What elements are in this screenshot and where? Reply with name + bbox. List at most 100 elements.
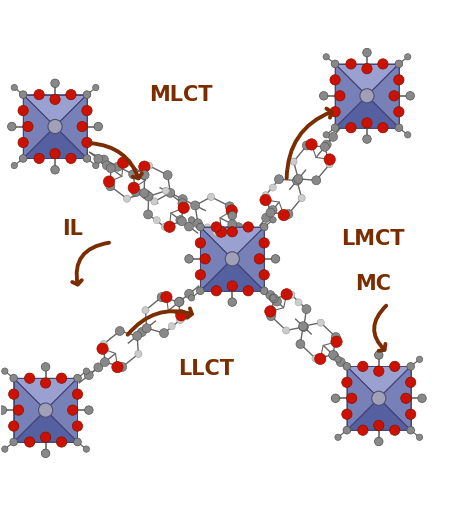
Circle shape xyxy=(320,143,329,151)
Circle shape xyxy=(163,171,172,180)
Circle shape xyxy=(406,409,416,419)
Circle shape xyxy=(92,84,99,91)
Circle shape xyxy=(404,54,411,60)
Circle shape xyxy=(178,199,187,208)
Circle shape xyxy=(331,336,342,347)
Circle shape xyxy=(326,161,333,168)
Circle shape xyxy=(406,377,416,387)
Circle shape xyxy=(407,363,414,370)
Circle shape xyxy=(324,154,336,165)
Circle shape xyxy=(142,190,151,199)
Circle shape xyxy=(73,374,82,382)
Circle shape xyxy=(56,437,67,447)
Circle shape xyxy=(216,226,227,238)
Circle shape xyxy=(103,176,115,187)
Circle shape xyxy=(226,205,237,216)
Circle shape xyxy=(184,222,193,231)
Circle shape xyxy=(259,238,269,248)
Circle shape xyxy=(346,59,356,69)
Circle shape xyxy=(197,223,204,231)
Circle shape xyxy=(208,193,215,201)
Circle shape xyxy=(317,319,324,326)
Circle shape xyxy=(266,311,275,321)
Circle shape xyxy=(77,122,87,132)
Circle shape xyxy=(25,373,35,383)
Circle shape xyxy=(13,405,24,415)
Circle shape xyxy=(83,91,91,98)
Circle shape xyxy=(378,123,388,133)
Circle shape xyxy=(178,195,187,204)
Circle shape xyxy=(260,194,271,206)
Polygon shape xyxy=(14,378,46,442)
Circle shape xyxy=(262,192,269,199)
Text: MLCT: MLCT xyxy=(150,85,213,105)
Circle shape xyxy=(322,140,331,149)
Circle shape xyxy=(270,216,276,223)
Circle shape xyxy=(94,363,103,372)
Circle shape xyxy=(292,176,301,185)
Circle shape xyxy=(25,437,35,447)
Circle shape xyxy=(330,75,340,85)
Circle shape xyxy=(342,377,352,387)
Circle shape xyxy=(82,106,92,116)
Circle shape xyxy=(131,188,140,196)
Circle shape xyxy=(100,341,107,348)
Circle shape xyxy=(299,322,308,331)
Circle shape xyxy=(66,89,76,100)
Circle shape xyxy=(346,123,356,133)
Circle shape xyxy=(160,329,169,338)
Circle shape xyxy=(51,166,59,174)
Circle shape xyxy=(394,107,404,117)
Circle shape xyxy=(278,209,290,221)
Circle shape xyxy=(106,182,115,191)
Circle shape xyxy=(73,421,82,431)
Circle shape xyxy=(168,323,175,330)
Polygon shape xyxy=(201,259,264,291)
Circle shape xyxy=(312,176,321,185)
Polygon shape xyxy=(14,378,77,410)
Polygon shape xyxy=(201,227,264,259)
Circle shape xyxy=(128,170,137,179)
Circle shape xyxy=(142,324,151,333)
Circle shape xyxy=(38,403,53,417)
Circle shape xyxy=(176,215,185,225)
Circle shape xyxy=(401,393,411,403)
Polygon shape xyxy=(335,64,399,96)
Circle shape xyxy=(394,75,404,85)
Circle shape xyxy=(268,206,277,214)
Circle shape xyxy=(84,371,93,380)
Circle shape xyxy=(100,358,109,367)
Circle shape xyxy=(118,363,127,371)
Circle shape xyxy=(175,297,184,306)
Circle shape xyxy=(83,446,90,452)
Circle shape xyxy=(243,286,254,296)
Circle shape xyxy=(177,317,184,324)
Circle shape xyxy=(106,164,115,173)
Circle shape xyxy=(153,216,160,224)
Circle shape xyxy=(372,391,386,405)
Circle shape xyxy=(114,162,123,171)
Circle shape xyxy=(11,162,18,169)
Circle shape xyxy=(416,356,423,363)
Circle shape xyxy=(264,306,276,317)
Circle shape xyxy=(362,118,372,128)
Circle shape xyxy=(271,254,280,263)
Circle shape xyxy=(10,438,18,446)
Polygon shape xyxy=(201,227,232,291)
Circle shape xyxy=(100,155,109,164)
Polygon shape xyxy=(23,94,55,159)
Circle shape xyxy=(102,161,111,170)
Circle shape xyxy=(40,378,51,388)
Polygon shape xyxy=(367,64,399,128)
Circle shape xyxy=(363,135,371,143)
Circle shape xyxy=(157,292,166,302)
Circle shape xyxy=(270,294,276,301)
Circle shape xyxy=(50,148,60,159)
Circle shape xyxy=(118,157,129,168)
Circle shape xyxy=(227,227,237,237)
Circle shape xyxy=(389,91,399,101)
Circle shape xyxy=(34,153,44,164)
Text: LMCT: LMCT xyxy=(341,229,404,249)
Circle shape xyxy=(115,326,124,336)
Polygon shape xyxy=(14,410,77,442)
